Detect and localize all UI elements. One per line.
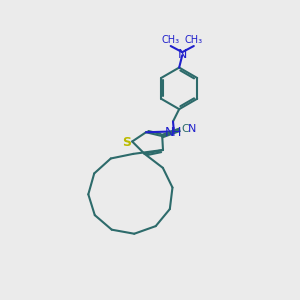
Text: C: C — [182, 124, 189, 134]
Text: S: S — [122, 136, 131, 149]
Text: H: H — [171, 126, 181, 139]
Text: CH₃: CH₃ — [162, 35, 180, 45]
Text: N: N — [178, 48, 187, 61]
Text: N: N — [188, 124, 196, 134]
Text: N: N — [164, 126, 174, 139]
Text: CH₃: CH₃ — [185, 35, 203, 45]
